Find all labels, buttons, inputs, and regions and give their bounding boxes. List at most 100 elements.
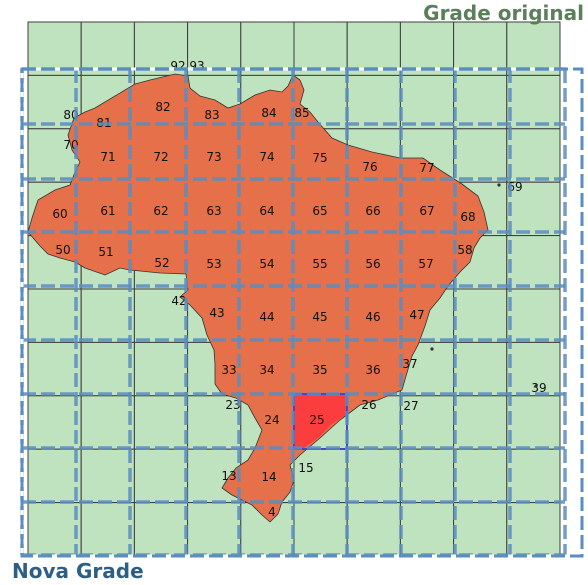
grid-cell (346, 448, 401, 504)
grid-cell (506, 128, 561, 183)
grid-cell (133, 502, 189, 557)
cell-label: 46 (365, 310, 380, 324)
grid-cell (133, 448, 189, 504)
grid-cell (453, 341, 508, 397)
grid-cell (346, 74, 401, 130)
grid-cell (506, 395, 561, 450)
grid-cell (453, 395, 508, 450)
grid-cell (133, 21, 189, 76)
cell-label: 56 (365, 257, 380, 271)
grid-cell (27, 395, 82, 450)
cell-label: 74 (259, 150, 274, 164)
grid-cell (506, 21, 561, 76)
grid-cell (399, 74, 455, 130)
grid-cell (80, 288, 135, 343)
cell-label: 60 (52, 207, 67, 221)
cell-label: 68 (460, 210, 475, 224)
cell-label: 34 (259, 363, 274, 377)
cell-label: 26 (361, 398, 376, 412)
cell-label: 44 (259, 310, 274, 324)
grid-cell (453, 448, 508, 504)
cell-label: 93 (189, 59, 204, 73)
cell-label: 66 (365, 204, 380, 218)
grid-cell (399, 448, 455, 504)
cell-label: 54 (259, 257, 274, 271)
grid-cell (187, 502, 242, 557)
grid-cell (453, 288, 508, 343)
cell-label: 67 (419, 204, 434, 218)
grid-cell (506, 181, 561, 237)
grid-cell (506, 502, 561, 557)
island-dot (430, 347, 434, 351)
grid-cell (240, 21, 295, 76)
cell-label: 83 (204, 108, 219, 122)
grid-cell (293, 21, 348, 76)
cell-label: 23 (225, 398, 240, 412)
cell-labels: 4 13 14 15 23 24 25 26 27 33 34 35 36 37 39 42 43 44 45 46 4… (52, 59, 546, 519)
grid-cell (399, 395, 455, 450)
grid-cell (506, 235, 561, 290)
cell-label: 43 (209, 306, 224, 320)
cell-label: 75 (312, 151, 327, 165)
cell-label: 82 (155, 100, 170, 114)
grid-cell (399, 502, 455, 557)
grid-cell (27, 341, 82, 397)
grid-cell (293, 448, 348, 504)
grid-cell (133, 341, 189, 397)
cell-label: 63 (206, 204, 221, 218)
island-dot (497, 183, 501, 187)
cell-label: 64 (259, 204, 274, 218)
grid-cell (453, 128, 508, 183)
grid-cell (80, 502, 135, 557)
grid-cell (27, 502, 82, 557)
cell-label: 35 (312, 363, 327, 377)
cell-label: 65 (312, 204, 327, 218)
cell-label: 72 (153, 150, 168, 164)
new-grid-title: Nova Grade (12, 559, 144, 583)
cell-label: 85 (294, 106, 309, 120)
grid-cell (80, 395, 135, 450)
cell-label: 13 (221, 469, 236, 483)
cell-label: 51 (98, 245, 113, 259)
grid-cell (506, 341, 561, 397)
cell-label: 47 (409, 308, 424, 322)
cell-label: 76 (362, 160, 377, 174)
grid-cell (133, 395, 189, 450)
cell-label: 73 (206, 150, 221, 164)
grid-cell (506, 448, 561, 504)
cell-label: 53 (206, 257, 221, 271)
cell-label: 39 (531, 381, 546, 395)
grid-cell (293, 502, 348, 557)
cell-label: 33 (221, 363, 236, 377)
grid-cell (27, 288, 82, 343)
cell-label: 55 (312, 257, 327, 271)
cell-label: 52 (154, 256, 169, 270)
grid-cell (27, 21, 82, 76)
grid-cell (506, 74, 561, 130)
grid-cell (346, 502, 401, 557)
grid-cell (27, 448, 82, 504)
grid-cell (80, 21, 135, 76)
cell-label: 15 (298, 461, 313, 475)
cell-label: 61 (100, 204, 115, 218)
cell-label: 58 (457, 243, 472, 257)
cell-label: 50 (55, 243, 70, 257)
grid-cell (453, 502, 508, 557)
cell-label: 24 (264, 413, 279, 427)
highlighted-cell-25 (294, 394, 347, 448)
cell-label: 4 (268, 505, 276, 519)
cell-label: 37 (402, 357, 417, 371)
island-dot (534, 384, 538, 388)
new-grid-border-dashed (20, 67, 584, 558)
cell-label: 62 (153, 204, 168, 218)
cell-label: 84 (261, 106, 276, 120)
grid-cell (399, 21, 455, 76)
cell-label: 71 (100, 150, 115, 164)
original-grid-title: Grade original (423, 1, 584, 25)
grid-cell (187, 395, 242, 450)
cell-label: 25 (309, 413, 324, 427)
new-grid-overlay (20, 67, 584, 558)
cell-label: 27 (403, 399, 418, 413)
cell-label: 77 (419, 161, 434, 175)
